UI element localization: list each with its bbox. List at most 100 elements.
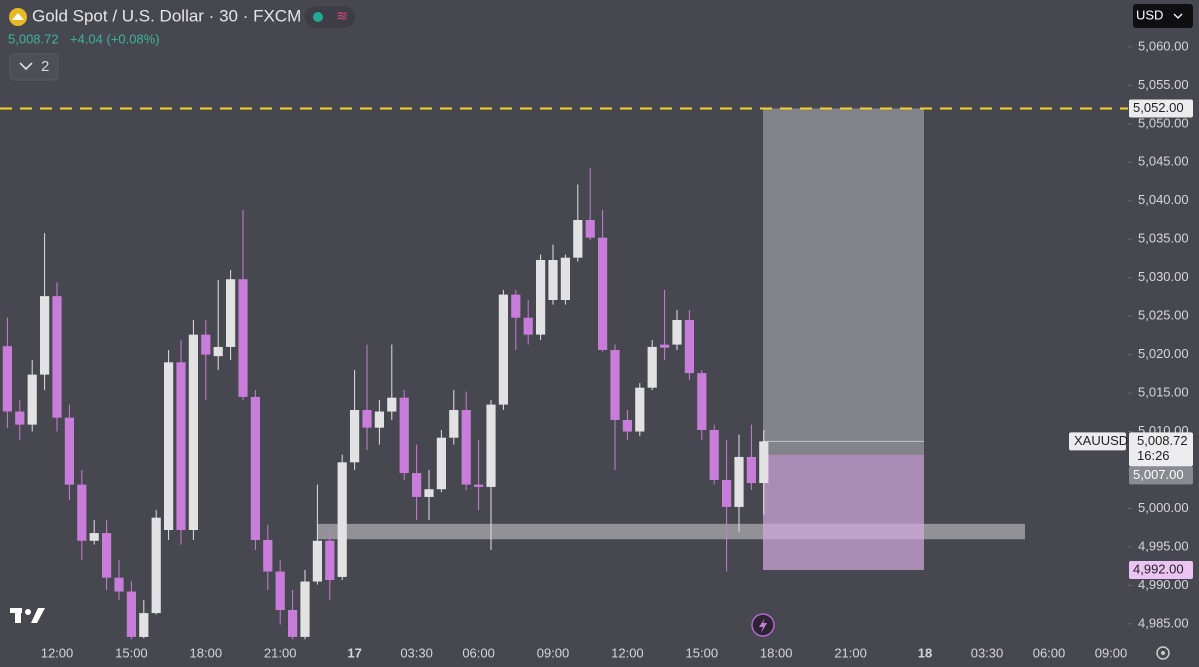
currency-label: USD [1136,7,1163,22]
y-tick-label: 5,025.00 [1138,308,1189,323]
last-price-label: 5,008.72 [1137,433,1188,448]
x-tick-label: 21:00 [834,645,867,660]
candle-body [598,237,608,350]
candle-body [188,334,198,530]
candle-body [585,220,595,238]
price-line-label-bg [1129,99,1193,118]
logo-part [25,609,31,615]
candle-body [263,540,273,572]
y-tick-label: 5,045.00 [1138,154,1189,169]
symbol-label-bg [1069,432,1126,451]
candle-body [350,410,360,463]
candle-body [573,220,583,258]
candle-body [461,410,471,485]
x-tick-label: 03:30 [400,645,433,660]
x-tick-label: 18:00 [760,645,793,660]
candle-body [523,317,533,335]
candle-body [722,480,732,507]
candle-body [660,344,670,348]
candle-body [27,374,37,425]
x-tick-label: 18 [918,645,932,660]
settings-icon[interactable] [1156,646,1170,660]
candle-body [164,362,174,530]
candle-body [746,456,756,484]
candle-body [684,320,694,374]
axis-layer: 12:00 15:00 18:00 21:00 17 03:30 06:00 09:00 12:… [41,38,1199,667]
candle-body [622,420,632,432]
y-tick-label: 5,060.00 [1138,38,1189,53]
candle-body [151,517,161,614]
price-line-label: 5,052.00 [1133,100,1184,115]
y-tick-label: 5,055.00 [1138,77,1189,92]
entry-label-bg [1129,466,1193,485]
candle-body [498,294,508,405]
candle-body [399,397,409,474]
candle-body [213,346,223,357]
x-tick-label: 12:00 [41,645,74,660]
logo-part [31,608,45,623]
symbol-icon-glyph [12,13,24,20]
status-icon: ≋ [336,8,348,24]
candle-body [697,373,707,430]
countdown: 16:26 [1137,448,1170,463]
y-tick-label: 5,020.00 [1138,346,1189,361]
candle-body [412,473,422,497]
candle-body [449,410,459,438]
candle-body [734,456,744,507]
y-tick-label: 4,985.00 [1138,615,1189,630]
candle-body [325,540,335,580]
chevron [19,62,33,71]
candle-body [635,387,645,432]
y-tick-label: 4,990.00 [1138,577,1189,592]
candle-body [387,397,397,412]
candle-body [238,279,248,397]
x-tick-label: 15:00 [686,645,719,660]
price-change: +4.04 (+0.08%) [70,31,160,46]
entry-label: 5,007.00 [1133,467,1184,482]
candle-body [126,591,136,637]
candle-body [52,296,62,418]
candle-body [176,362,186,530]
candle-body [275,571,285,610]
logo-part [15,608,21,623]
candle-body [288,610,298,637]
candle-body [560,257,570,300]
candle-body [77,484,87,541]
indicator-toggle[interactable] [9,53,59,81]
candle-body [64,417,74,485]
settings-icon-center [1161,651,1165,655]
symbol-label: XAUUSD [1074,433,1128,448]
candle-body [300,581,310,637]
candle-body [89,533,99,541]
x-tick-label: 18:00 [190,645,223,660]
currency-button[interactable] [1133,4,1193,28]
candle-body [250,396,260,540]
plot-area [0,107,1128,640]
candle-body [226,279,236,347]
candle-body [486,404,496,487]
lightning [759,618,767,633]
x-tick-label: 15:00 [115,645,148,660]
candle-body [436,437,446,490]
candle-body [40,296,50,375]
y-tick-label: 5,030.00 [1138,269,1189,284]
candle-body [102,533,112,578]
status-pill[interactable] [305,6,355,28]
x-tick-label: 06:00 [462,645,495,660]
y-tick-label: 5,035.00 [1138,231,1189,246]
candle-body [374,411,384,428]
candle-body [2,346,12,412]
market-open-dot [313,12,323,22]
candle-body [201,334,211,355]
candle-body [610,350,620,420]
candle-body [139,613,149,637]
candle-body [15,411,25,425]
y-tick-label: 5,000.00 [1138,500,1189,515]
y-tick-label: 5,040.00 [1138,192,1189,207]
y-tick-label: 5,050.00 [1138,115,1189,130]
tv-logo [10,608,45,623]
candle-body [548,260,558,300]
candle-body [672,320,682,345]
position-stop [763,454,924,570]
chart-title: Gold Spot / U.S. Dollar · 30 · FXCM [32,6,301,25]
